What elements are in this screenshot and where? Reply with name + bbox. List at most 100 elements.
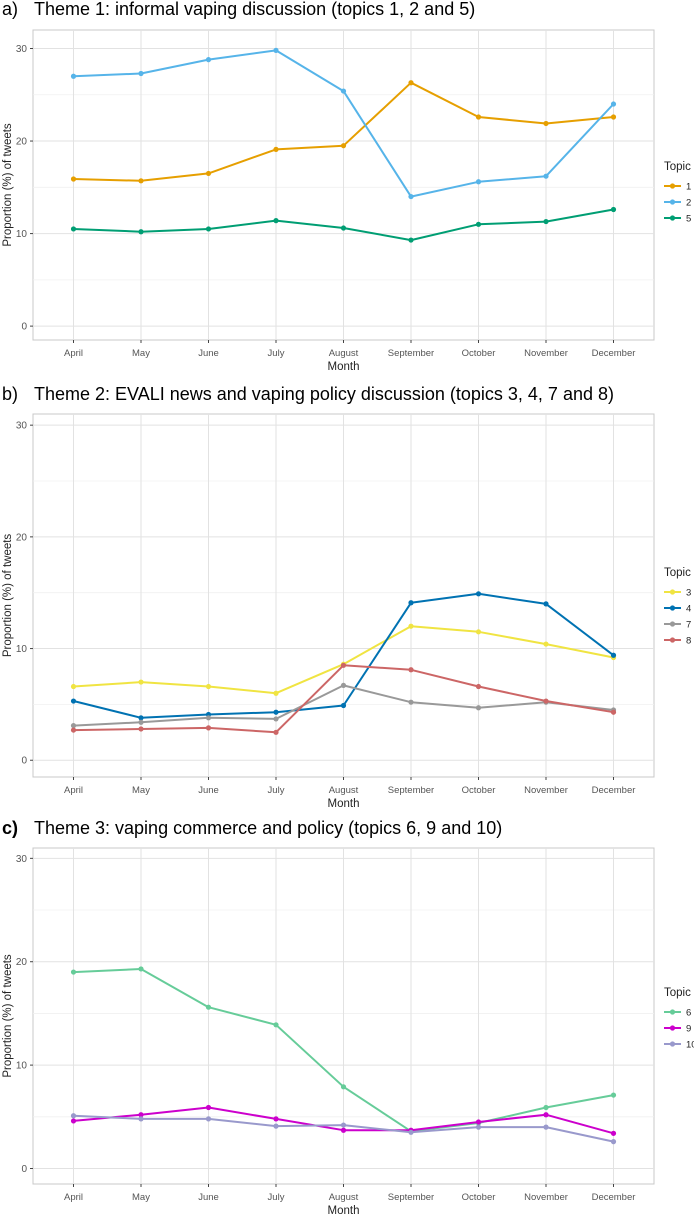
panel-c-x-axis-title: Month xyxy=(328,1205,360,1217)
panel-c-y-axis-title: Proportion (%) of tweets xyxy=(2,954,14,1078)
panel-a-y-tick-label: 10 xyxy=(16,229,28,240)
panel-b-data-point-8 xyxy=(138,726,144,732)
panel-c-x-tick-label: September xyxy=(388,1192,434,1203)
panel-a-data-point-2 xyxy=(475,179,482,185)
panel-b-legend-label-7: 7 xyxy=(686,620,691,631)
panel-a-data-point-1 xyxy=(138,178,144,184)
panel-a-x-tick-label: September xyxy=(388,348,434,359)
panel-c-legend-label-10: 10 xyxy=(686,1040,694,1051)
panel-b-legend: Topic 3 4 7 8 xyxy=(664,567,691,647)
panel-c-title-text: Theme 3: vaping commerce and policy (top… xyxy=(34,818,503,838)
panel-b-legend-title: Topic xyxy=(664,567,691,579)
panel-a-chart: 0 10 20 30 April May June July August September Oc… xyxy=(2,29,691,373)
panel-c-x-tick-label: April xyxy=(64,1192,83,1203)
panel-c-legend-marker-6 xyxy=(669,1009,676,1015)
panel-c-data-point-9 xyxy=(610,1130,617,1136)
panel-a-data-point-1 xyxy=(408,80,414,86)
panel-c-legend-label-6: 6 xyxy=(686,1008,691,1019)
panel-a-x-tick-label: April xyxy=(64,348,83,359)
panel-b-data-point-3 xyxy=(205,683,212,690)
panel-b-data-point-7 xyxy=(340,682,347,689)
panel-c-y-tick-label: 30 xyxy=(16,854,28,865)
panel-a-title: a) Theme 1: informal vaping discussion (t… xyxy=(0,0,475,20)
panel-a-data-point-1 xyxy=(273,146,279,152)
panel-a-data-point-1 xyxy=(205,170,212,177)
panel-c-data-point-9 xyxy=(70,1118,77,1124)
panel-b-x-tick-label: April xyxy=(64,785,83,796)
panel-a-data-point-5 xyxy=(273,218,279,224)
panel-c-label: c) xyxy=(2,818,19,838)
panel-a-gridlines xyxy=(33,30,654,340)
panel-b-label: b) xyxy=(2,384,19,404)
panel-b-data-point-3 xyxy=(475,629,482,635)
panel-a-x-axis-title: Month xyxy=(328,361,360,373)
panel-a-x-tick-label: June xyxy=(198,348,219,359)
panel-b-legend-label-8: 8 xyxy=(686,636,691,647)
panel-c-data-point-9 xyxy=(543,1112,549,1118)
panel-a-data-point-5 xyxy=(475,221,482,227)
panel-a-data-point-2 xyxy=(543,173,549,179)
panel-a-data-point-1 xyxy=(610,114,617,120)
panel-b-data-point-4 xyxy=(475,591,482,597)
panel-c-data-point-10 xyxy=(408,1129,414,1135)
panel-c-data-point-10 xyxy=(610,1139,617,1145)
panel-b-data-point-4 xyxy=(138,715,144,721)
panel-c-chart: 0 10 20 30 April May June July August September Oc… xyxy=(2,847,694,1217)
panel-a-x-tick-label: July xyxy=(268,348,285,359)
panel-b-x-tick-label: September xyxy=(388,785,434,796)
panel-a-legend-title: Topic xyxy=(664,161,691,173)
panel-b-data-point-8 xyxy=(340,662,347,668)
panel-a-data-point-2 xyxy=(408,193,414,200)
panel-b-data-point-3 xyxy=(70,683,77,690)
panel-c-data-point-6 xyxy=(138,966,144,972)
panel-c-legend-title: Topic xyxy=(664,987,691,999)
panel-a-y-tick-label: 30 xyxy=(16,44,28,55)
panel-a-title-text: Theme 1: informal vaping discussion (top… xyxy=(34,0,476,19)
panel-b-data-point-3 xyxy=(273,690,279,696)
panel-b-gridlines xyxy=(33,414,654,777)
panel-c-legend: Topic 6 9 10 xyxy=(664,987,694,1051)
panel-b-data-point-8 xyxy=(408,667,414,673)
panel-a-legend-label-5: 5 xyxy=(686,214,691,225)
panel-b-data-point-4 xyxy=(610,652,617,658)
panel-c-data-point-6 xyxy=(340,1084,347,1090)
panel-c-data-point-9 xyxy=(273,1116,279,1122)
panel-b-chart: 0 10 20 30 April May June July August September Oc… xyxy=(2,413,691,810)
panel-a-legend-marker-1 xyxy=(669,183,676,189)
panel-c-x-tick-label: October xyxy=(462,1192,496,1203)
panel-a-series-2 xyxy=(70,47,617,200)
panel-a-data-point-5 xyxy=(340,225,347,231)
panel-a-y-tick-label: 0 xyxy=(21,322,27,333)
panel-a-legend-label-1: 1 xyxy=(686,182,691,193)
panel-b-data-point-3 xyxy=(138,679,144,685)
panel-a-x-tick-label: December xyxy=(592,348,636,359)
panel-b-legend-marker-8 xyxy=(669,637,676,643)
panel-a-data-point-2 xyxy=(70,73,77,79)
panel-a-series-1 xyxy=(70,80,617,184)
panel-c-x-tick-label: November xyxy=(524,1192,568,1203)
panel-a-data-point-2 xyxy=(273,47,279,53)
panel-c-x-tick-label: July xyxy=(268,1192,285,1203)
panel-c-data-point-10 xyxy=(138,1116,144,1122)
panel-b-x-tick-label: May xyxy=(132,785,150,796)
panel-b-y-tick-label: 10 xyxy=(16,644,28,655)
panel-c-data-point-10 xyxy=(475,1124,482,1130)
panel-a-label: a) xyxy=(2,0,19,19)
panel-a-data-point-5 xyxy=(408,237,414,243)
panel-b-data-point-7 xyxy=(70,723,77,729)
panel-b-x-tick-label: December xyxy=(592,785,636,796)
panel-c-y-tick-label: 0 xyxy=(21,1164,27,1175)
panel-c-title: c) Theme 3: vaping commerce and policy (t… xyxy=(0,818,502,839)
panel-b-data-point-3 xyxy=(408,623,414,629)
panel-b-data-point-7 xyxy=(475,705,482,711)
panel-c-data-point-10 xyxy=(273,1123,279,1129)
panel-b-title-text: Theme 2: EVALI news and vaping policy di… xyxy=(34,384,614,404)
panel-b-data-point-8 xyxy=(543,698,549,704)
panel-c-legend-marker-9 xyxy=(669,1025,676,1031)
panel-a-y-tick-label: 20 xyxy=(16,137,28,148)
panel-c-data-point-9 xyxy=(205,1104,212,1111)
panel-c-data-point-10 xyxy=(70,1113,77,1119)
panel-c-y-tick-label: 10 xyxy=(16,1061,28,1072)
panel-b-data-point-4 xyxy=(340,702,347,709)
panel-a-legend: Topic 1 2 5 xyxy=(664,161,691,225)
